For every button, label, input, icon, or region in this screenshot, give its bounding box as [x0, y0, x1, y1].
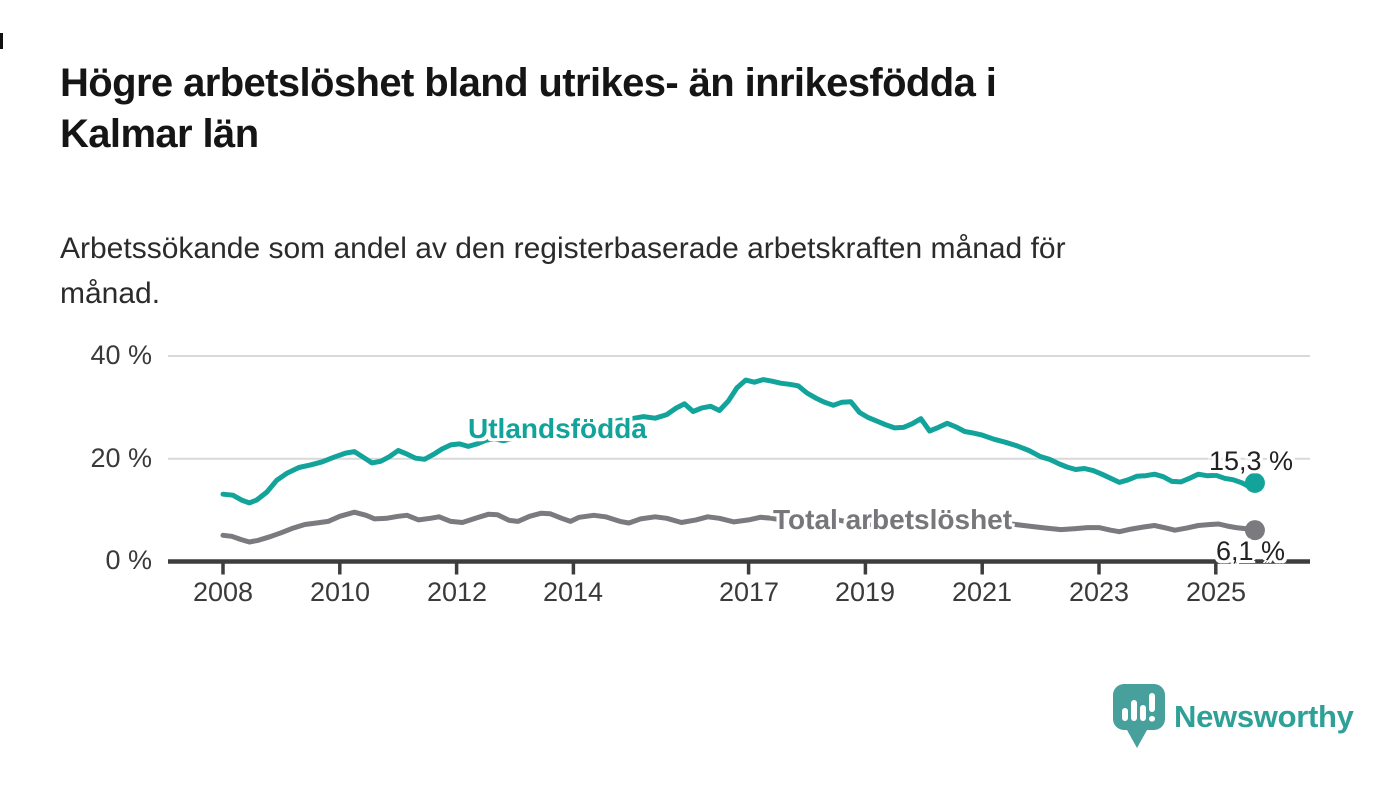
series-line-1 [220, 509, 1258, 545]
series-end-dot-0 [1244, 472, 1265, 493]
newsworthy-logo-icon [1113, 684, 1165, 748]
series-end-dot-1 [1244, 520, 1265, 541]
x-axis-label-2014: 2014 [542, 577, 604, 607]
y-axis-label-40: 40 % [90, 340, 152, 370]
x-axis-label-2021: 2021 [951, 577, 1013, 607]
y-axis-label-20: 20 % [90, 443, 152, 473]
edge-artifact [0, 33, 3, 49]
series-label-total-arbetsloshet: Total arbetslöshet [773, 504, 1013, 535]
x-axis-label-2012: 2012 [426, 577, 488, 607]
x-axis-label-2023: 2023 [1068, 577, 1130, 607]
brand-name: Newsworthy [1174, 699, 1354, 734]
series-line-0 [220, 377, 1258, 506]
series-label-utlandsfodda: Utlandsfödda [468, 413, 647, 444]
end-value-label-utlandsfodda: 15,3 % [1208, 446, 1293, 476]
page-title: Högre arbetslöshet bland utrikes- än inr… [60, 61, 997, 157]
x-axis-label-2017: 2017 [718, 577, 780, 607]
x-axis-label-2019: 2019 [834, 577, 896, 607]
y-axis-label-0: 0 % [105, 545, 152, 575]
x-axis-label-2008: 2008 [192, 577, 254, 607]
x-axis-label-2025: 2025 [1185, 577, 1247, 607]
page-subtitle: Arbetssökande som andel av den registerb… [60, 232, 1066, 310]
x-axis-label-2010: 2010 [309, 577, 371, 607]
end-value-label-total: 6,1 % [1215, 536, 1285, 566]
brand-footer: Newsworthy [1113, 684, 1354, 750]
